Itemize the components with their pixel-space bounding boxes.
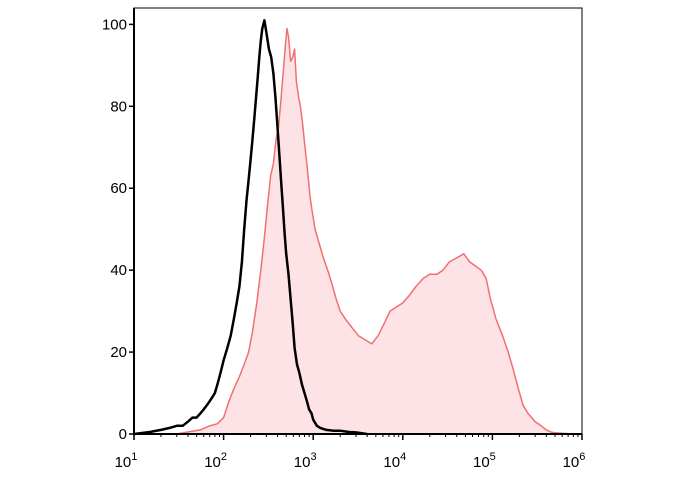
series-0-line	[176, 27, 574, 435]
x-tick-label-4: 105	[473, 451, 496, 471]
series-1-line	[133, 19, 368, 436]
x-tick-label-2: 103	[294, 451, 317, 471]
series-0-area	[176, 28, 574, 434]
y-tick-label-1: 20	[110, 344, 127, 361]
x-tick-label-5: 106	[563, 451, 586, 471]
y-tick-label-3: 60	[110, 180, 127, 197]
x-tick-label-0: 101	[115, 451, 138, 471]
y-tick-label-0: 0	[119, 426, 127, 443]
y-tick-label-4: 80	[110, 98, 127, 115]
x-tick-label-1: 102	[204, 451, 227, 471]
y-tick-label-5: 100	[102, 16, 127, 33]
y-tick-label-2: 40	[110, 262, 127, 279]
x-tick-label-3: 104	[383, 451, 406, 471]
